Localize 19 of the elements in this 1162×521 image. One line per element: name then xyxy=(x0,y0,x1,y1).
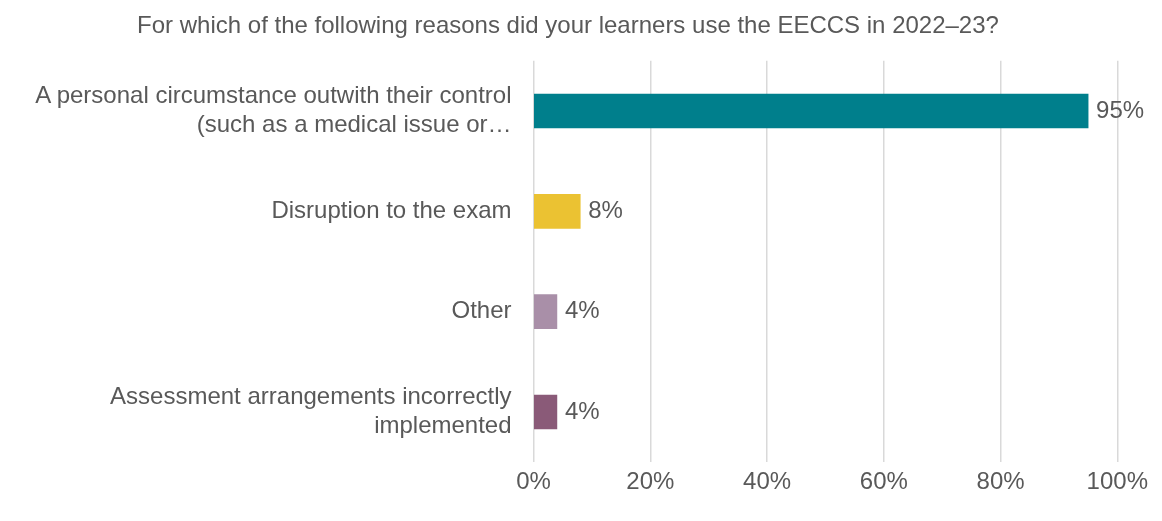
bar xyxy=(533,194,581,229)
data-label: 95% xyxy=(1096,95,1145,123)
x-tick-label: 20% xyxy=(626,467,675,495)
data-label: 8% xyxy=(588,195,623,223)
chart-title: For which of the following reasons did your learners use the EECCS in 2022–23? xyxy=(137,11,999,39)
bar xyxy=(533,294,558,330)
x-tick-label: 60% xyxy=(859,467,908,495)
y-tick-label: Disruption to the exam xyxy=(271,195,512,223)
y-tick-label: Other xyxy=(451,296,512,324)
y-tick-label: Assessment arrangements incorrectly implemented xyxy=(110,382,512,439)
data-label: 4% xyxy=(564,296,600,324)
bar xyxy=(533,93,1089,129)
x-tick-label: 0% xyxy=(516,467,551,495)
data-label: 4% xyxy=(564,396,600,424)
y-tick-label: A personal circumstance outwith their control (such as a medical issue or… xyxy=(35,81,512,137)
x-tick-label: 100% xyxy=(1086,467,1148,495)
x-tick-label: 40% xyxy=(743,467,792,495)
bar xyxy=(533,394,558,430)
x-tick-label: 80% xyxy=(976,467,1025,495)
